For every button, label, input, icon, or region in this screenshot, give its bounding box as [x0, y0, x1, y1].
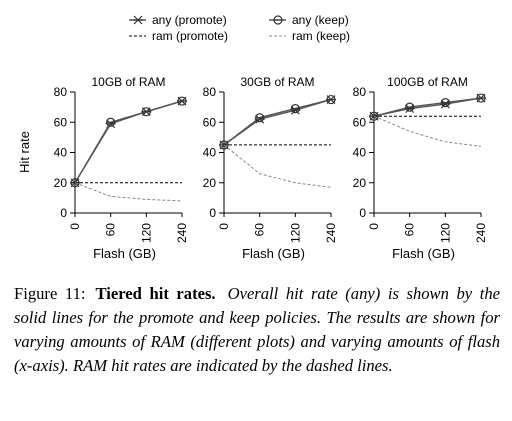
y-tick-label: 80 [54, 85, 68, 99]
x-tick-label: 120 [438, 223, 452, 243]
series-ram-keep [373, 115, 482, 147]
any-line [223, 98, 332, 146]
ram-keep-line [373, 115, 482, 147]
circle-point [177, 96, 187, 106]
y-tick-label: 20 [353, 176, 367, 190]
circle-point [326, 94, 336, 105]
chart-panel: 100GB of RAM 0 20 40 60 80 0 60 120 240 Flash (GB) [353, 75, 488, 261]
y-tick-label: 40 [54, 146, 68, 160]
panel-title: 30GB of RAM [240, 75, 314, 89]
any-line [223, 98, 332, 146]
any-line [373, 97, 482, 117]
circle-point [440, 97, 450, 108]
legend-star-marker [133, 15, 143, 25]
circle-point [476, 93, 486, 103]
y-tick-label: 60 [54, 115, 68, 129]
x-axis-label: Flash (GB) [392, 246, 455, 261]
y-tick-label: 20 [54, 176, 68, 190]
legend: any (promote) any (keep) ram (promote) ram … [129, 13, 350, 43]
legend-label: ram (keep) [292, 29, 350, 43]
any-line [373, 97, 482, 117]
chart-panel: 10GB of RAM 0 20 40 60 80 0 60 120 240 Flash (GB) H… [17, 75, 189, 261]
y-tick-label: 80 [353, 85, 367, 99]
y-tick-label: 80 [203, 85, 217, 99]
caption-text: Overall hit rate (any) is shown by the s… [14, 284, 501, 375]
y-tick-label: 20 [203, 176, 217, 190]
x-tick-label: 60 [253, 223, 267, 237]
chart-panel: 30GB of RAM 0 20 40 60 80 0 60 120 240 Flash (GB) [203, 75, 338, 261]
panel-title: 10GB of RAM [91, 75, 165, 89]
series-any-keep [369, 93, 486, 121]
legend-item: ram (promote) [129, 29, 228, 43]
ram-keep-line [74, 182, 183, 202]
x-tick-label: 0 [367, 223, 381, 230]
series-any-keep [219, 94, 336, 150]
circle-point [290, 104, 300, 114]
x-tick-label: 60 [403, 223, 417, 237]
y-tick-label: 40 [353, 146, 367, 160]
legend-label: ram (promote) [152, 29, 228, 43]
circle-point [141, 107, 151, 117]
x-axis-label: Flash (GB) [93, 246, 156, 261]
y-axis-label: Hit rate [17, 131, 32, 173]
series-any-promote [70, 96, 187, 188]
legend-label: any (keep) [292, 13, 349, 27]
y-tick-label: 60 [353, 115, 367, 129]
circle-point [255, 113, 265, 123]
legend-item: any (keep) [269, 13, 349, 27]
x-axis-label: Flash (GB) [242, 246, 305, 261]
x-tick-label: 240 [175, 223, 189, 243]
any-line [74, 100, 183, 184]
circle-point [106, 117, 116, 127]
legend-item: ram (keep) [269, 29, 350, 43]
chart-panels: 10GB of RAM 0 20 40 60 80 0 60 120 240 Flash (GB) H… [17, 75, 488, 261]
series-ram-keep [223, 144, 332, 188]
x-tick-label: 0 [217, 223, 231, 230]
circle-point [405, 102, 415, 112]
series-any-promote [219, 95, 336, 150]
series-ram-keep [74, 182, 183, 202]
y-tick-label: 0 [359, 206, 366, 220]
legend-circle-marker [273, 15, 283, 25]
legend-label: any (promote) [152, 13, 227, 27]
y-tick-label: 0 [60, 206, 67, 220]
y-tick-label: 0 [209, 206, 216, 220]
panel-title: 100GB of RAM [387, 75, 468, 89]
series-any-keep [70, 96, 187, 188]
y-tick-label: 60 [203, 115, 217, 129]
x-tick-label: 120 [139, 223, 153, 243]
x-tick-label: 240 [324, 223, 338, 243]
ram-keep-line [223, 144, 332, 188]
x-tick-label: 60 [104, 223, 118, 237]
x-tick-label: 120 [288, 223, 302, 243]
any-line [74, 100, 183, 184]
x-tick-label: 0 [68, 223, 82, 230]
y-tick-label: 40 [203, 146, 217, 160]
caption-title: Tiered hit rates. [95, 284, 216, 303]
figure-caption: Figure 11: Tiered hit rates. Overall hit r… [14, 282, 500, 378]
legend-item: any (promote) [129, 13, 227, 27]
caption-label: Figure 11: [14, 284, 86, 303]
tiered-hit-rate-figure: any (promote) any (keep) ram (promote) ram … [17, 13, 488, 261]
x-tick-label: 240 [474, 223, 488, 243]
